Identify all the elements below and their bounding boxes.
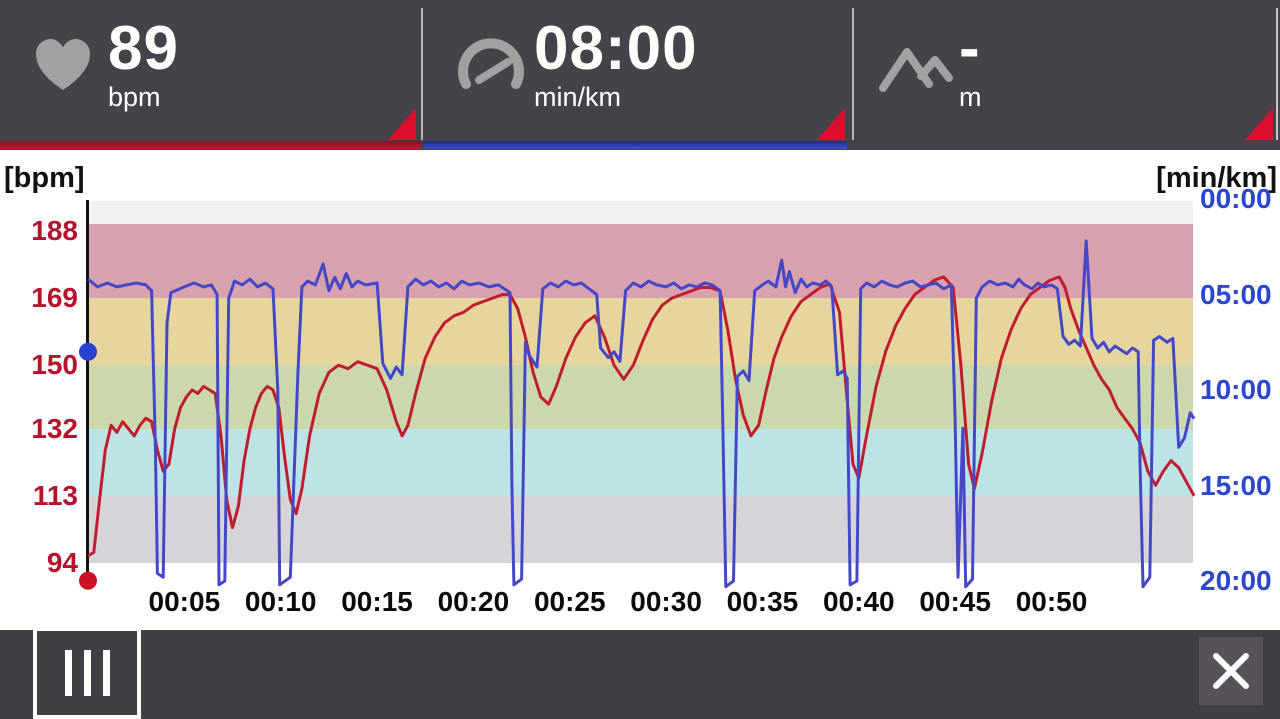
pace-underline <box>424 141 847 149</box>
pace-tick-label: 05:00 <box>1200 278 1272 310</box>
altitude-unit: m <box>959 82 982 112</box>
hr-zone-zone1 <box>88 495 1193 563</box>
pause-button[interactable] <box>33 627 141 719</box>
time-tick-label: 00:25 <box>533 586 606 617</box>
heart-icon <box>34 38 92 97</box>
pace-value: 08:00 <box>534 14 698 83</box>
current-pace-dot <box>79 342 97 361</box>
time-tick-label: 00:40 <box>822 586 895 617</box>
metric-divider <box>852 8 854 140</box>
time-tick-label: 00:05 <box>148 586 221 617</box>
gauge-icon <box>458 30 524 97</box>
left-axis-title: [bpm] <box>4 162 85 194</box>
right-axis-title: [min/km] <box>1156 162 1277 194</box>
pace-tick-label: 15:00 <box>1200 469 1272 501</box>
hr-zone-above-max <box>88 200 1193 224</box>
pause-bars-icon <box>64 650 72 696</box>
pace-unit: min/km <box>534 82 621 112</box>
pace-line <box>87 239 1196 589</box>
pace-tick-label: 00:00 <box>1200 183 1272 214</box>
bottom-control-bar <box>0 627 1280 719</box>
training-chart: [bpm] [min/km] 188 169 150 132 113 94 00:00 05:… <box>0 150 1280 630</box>
time-tick-label: 00:45 <box>919 586 991 617</box>
hr-tick-label: 132 <box>31 412 78 444</box>
time-tick-label: 00:35 <box>726 586 799 617</box>
screen-edge-line <box>1276 8 1278 140</box>
metric-divider <box>421 8 423 140</box>
heart-rate-value: 89 <box>108 14 179 83</box>
heart-rate-metric: 89 bpm <box>0 0 421 150</box>
hr-tick-label: 150 <box>31 349 78 381</box>
altitude-value: - <box>959 14 981 83</box>
pace-metric: 08:00 min/km <box>424 0 852 150</box>
hr-zone-zone2 <box>88 428 1193 496</box>
pace-flag <box>817 108 845 140</box>
hr-zone-zone3 <box>88 365 1193 429</box>
time-tick-label: 00:30 <box>630 586 702 617</box>
current-value-axis <box>86 200 89 578</box>
heart-rate-flag <box>388 108 416 140</box>
time-tick-label: 00:20 <box>437 586 510 617</box>
pace-tick-label: 20:00 <box>1200 565 1272 596</box>
time-tick-label: 00:15 <box>341 586 413 617</box>
hr-tick-label: 169 <box>31 282 78 314</box>
heart-rate-underline <box>0 141 421 149</box>
heart-rate-unit: bpm <box>108 82 161 112</box>
close-icon <box>1213 653 1249 689</box>
hr-tick-label: 188 <box>31 215 78 246</box>
top-metric-bar: 89 bpm 08:00 min/km - m <box>0 0 1280 150</box>
mountain-icon <box>879 44 953 97</box>
pace-tick-label: 10:00 <box>1200 374 1272 405</box>
time-tick-label: 00:50 <box>1015 586 1088 617</box>
hr-tick-label: 113 <box>32 479 78 511</box>
current-hr-dot <box>79 571 97 590</box>
hr-tick-label: 94 <box>46 547 78 578</box>
close-button[interactable] <box>1199 637 1263 705</box>
time-tick-label: 00:10 <box>244 586 317 617</box>
heart-rate-line <box>87 275 1196 558</box>
altitude-flag <box>1245 108 1273 140</box>
altitude-metric: - m <box>855 0 1280 150</box>
series-plot <box>79 239 1196 590</box>
